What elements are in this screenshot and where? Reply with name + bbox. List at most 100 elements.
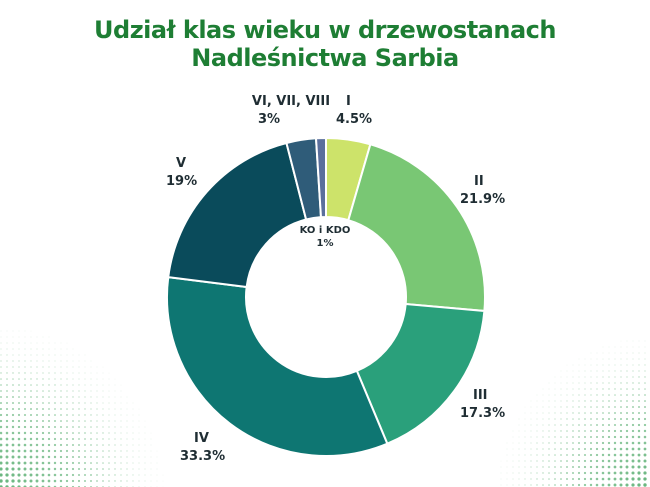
decor-dot bbox=[632, 352, 634, 354]
decor-dot bbox=[12, 372, 14, 374]
decor-dot bbox=[48, 366, 50, 368]
decor-dot bbox=[84, 390, 86, 392]
decor-dot bbox=[53, 467, 57, 471]
slice-label-name: VI, VII, VIII bbox=[251, 94, 331, 109]
decor-dot bbox=[90, 420, 92, 422]
decor-dot bbox=[11, 461, 15, 465]
decor-dot bbox=[108, 408, 110, 410]
decor-dot bbox=[11, 467, 15, 471]
decor-dot bbox=[59, 467, 63, 471]
decor-dot bbox=[41, 461, 45, 465]
decor-dot bbox=[601, 459, 605, 463]
decor-dot bbox=[542, 418, 544, 420]
decor-dot bbox=[144, 456, 146, 458]
decor-dot bbox=[530, 430, 532, 432]
decor-dot bbox=[66, 438, 68, 440]
decor-dot bbox=[96, 462, 98, 464]
decor-dot bbox=[607, 477, 611, 481]
decor-dot bbox=[72, 366, 74, 368]
decor-dot bbox=[66, 408, 68, 410]
decor-dot bbox=[6, 384, 8, 386]
decor-dot bbox=[608, 352, 610, 354]
decor-dot bbox=[589, 453, 593, 457]
decor-dot bbox=[90, 474, 92, 476]
decor-dot bbox=[120, 384, 122, 386]
decor-dot bbox=[620, 412, 622, 414]
decor-dot bbox=[530, 448, 532, 450]
decor-dot bbox=[0, 467, 3, 471]
decor-dot bbox=[54, 360, 56, 362]
decor-dot bbox=[601, 465, 605, 469]
decor-dot bbox=[53, 449, 57, 453]
decor-dot bbox=[607, 423, 611, 427]
decor-dot bbox=[90, 444, 92, 446]
decor-dot bbox=[108, 438, 110, 440]
decor-dot bbox=[608, 394, 610, 396]
decor-dot bbox=[6, 396, 8, 398]
decor-dot bbox=[144, 438, 146, 440]
decor-dot bbox=[607, 429, 611, 433]
decor-dot bbox=[53, 455, 57, 459]
decor-dot bbox=[90, 432, 92, 434]
decor-dot bbox=[584, 430, 586, 432]
decor-dot bbox=[5, 479, 9, 483]
decor-dot bbox=[162, 474, 164, 476]
decor-dot bbox=[506, 478, 508, 480]
decor-dot bbox=[54, 402, 56, 404]
decor-dot bbox=[530, 400, 532, 402]
decor-dot bbox=[18, 402, 20, 404]
decor-dot bbox=[102, 444, 104, 446]
decor-dot bbox=[619, 471, 623, 475]
decor-dot bbox=[571, 483, 575, 487]
decor-dot bbox=[18, 354, 20, 356]
decor-dot bbox=[132, 414, 134, 416]
decor-dot bbox=[11, 449, 15, 453]
decor-dot bbox=[30, 348, 32, 350]
decor-dot bbox=[619, 483, 623, 487]
decor-dot bbox=[0, 461, 3, 465]
decor-dot bbox=[114, 432, 116, 434]
decor-dot bbox=[524, 478, 526, 480]
decor-dot bbox=[29, 467, 33, 471]
decor-dot bbox=[156, 480, 158, 482]
decor-dot bbox=[536, 418, 538, 420]
decor-dot bbox=[18, 396, 20, 398]
slice-label-name: II bbox=[474, 174, 484, 189]
decor-dot bbox=[643, 453, 647, 457]
slice-label-value: 3% bbox=[258, 112, 281, 127]
decor-dot bbox=[584, 394, 586, 396]
decor-dot bbox=[548, 406, 550, 408]
decor-dot bbox=[548, 478, 550, 480]
decor-dot bbox=[12, 348, 14, 350]
decor-dot bbox=[126, 480, 128, 482]
decor-dot bbox=[48, 396, 50, 398]
decor-dot bbox=[108, 390, 110, 392]
decor-dot bbox=[5, 461, 9, 465]
decor-dot bbox=[614, 358, 616, 360]
decor-dot bbox=[631, 465, 635, 469]
decor-dot bbox=[518, 436, 520, 438]
decor-dot bbox=[620, 340, 622, 342]
decor-dot bbox=[102, 402, 104, 404]
decor-dot bbox=[620, 394, 622, 396]
decor-dot bbox=[637, 483, 641, 487]
decor-dot bbox=[590, 424, 592, 426]
decor-dot bbox=[71, 467, 75, 471]
decor-dot bbox=[578, 394, 580, 396]
decor-dot bbox=[132, 408, 134, 410]
decor-dot bbox=[631, 423, 635, 427]
decor-dot bbox=[578, 430, 580, 432]
decor-dot bbox=[524, 418, 526, 420]
decor-dot bbox=[90, 360, 92, 362]
decor-dot bbox=[41, 425, 45, 429]
decor-dot bbox=[0, 413, 3, 417]
decor-dot bbox=[536, 394, 538, 396]
decor-dot bbox=[602, 406, 604, 408]
decor-dot bbox=[41, 479, 45, 483]
decor-dot bbox=[596, 418, 598, 420]
decor-dot bbox=[132, 462, 134, 464]
decor-dot bbox=[548, 466, 550, 468]
decor-dot bbox=[644, 352, 646, 354]
decor-dot bbox=[584, 412, 586, 414]
decor-dot bbox=[36, 408, 38, 410]
